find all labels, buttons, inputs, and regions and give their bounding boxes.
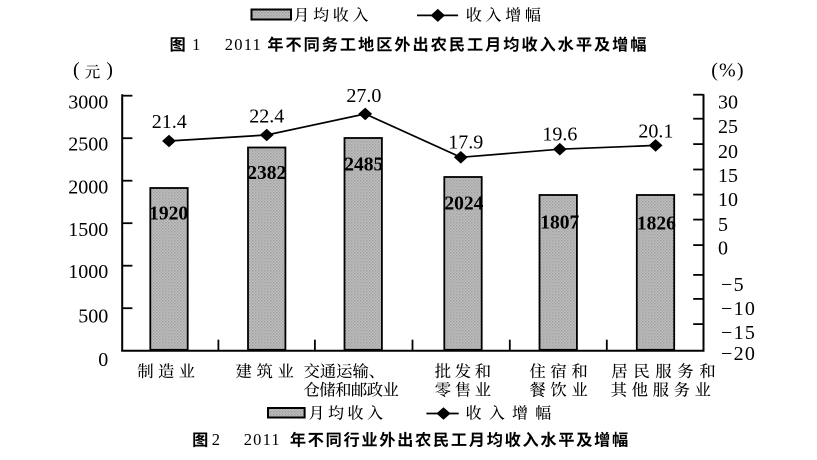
svg-text:−10: −10	[721, 298, 756, 320]
svg-text:1500: 1500	[68, 219, 108, 241]
svg-text:(: (	[73, 59, 80, 81]
svg-text:20: 20	[718, 141, 738, 163]
svg-text:0: 0	[98, 349, 108, 371]
svg-text:2000: 2000	[68, 176, 108, 198]
svg-text:1920: 1920	[149, 204, 188, 225]
svg-text:19.6: 19.6	[542, 124, 577, 146]
svg-text:1826: 1826	[637, 213, 676, 234]
svg-text:(%): (%)	[711, 60, 745, 82]
svg-text:0: 0	[718, 238, 728, 260]
svg-text:10: 10	[718, 189, 738, 211]
svg-text:500: 500	[78, 305, 108, 327]
svg-text:2011: 2011	[244, 430, 281, 449]
svg-text:27.0: 27.0	[346, 85, 381, 107]
svg-text:2485: 2485	[344, 155, 383, 176]
svg-text:1: 1	[192, 35, 200, 54]
svg-text:−5: −5	[721, 274, 745, 296]
svg-text:22.4: 22.4	[249, 106, 284, 128]
svg-text:5: 5	[718, 214, 728, 236]
svg-text:15: 15	[718, 165, 738, 187]
svg-text:−20: −20	[721, 343, 756, 365]
svg-text:25: 25	[718, 116, 738, 138]
svg-text:2382: 2382	[247, 163, 286, 184]
svg-text:3000: 3000	[68, 92, 108, 114]
svg-text:−15: −15	[721, 322, 756, 344]
svg-text:2500: 2500	[68, 134, 108, 156]
svg-text:21.4: 21.4	[152, 111, 187, 133]
svg-text:1000: 1000	[68, 261, 108, 283]
svg-text:30: 30	[718, 91, 738, 113]
svg-text:2: 2	[212, 430, 220, 449]
svg-text:20.1: 20.1	[638, 121, 673, 143]
svg-text:2024: 2024	[444, 194, 483, 215]
svg-text:2011: 2011	[225, 35, 262, 54]
svg-text:1807: 1807	[540, 213, 579, 234]
svg-text:17.9: 17.9	[448, 131, 483, 153]
svg-text:): )	[106, 59, 113, 81]
